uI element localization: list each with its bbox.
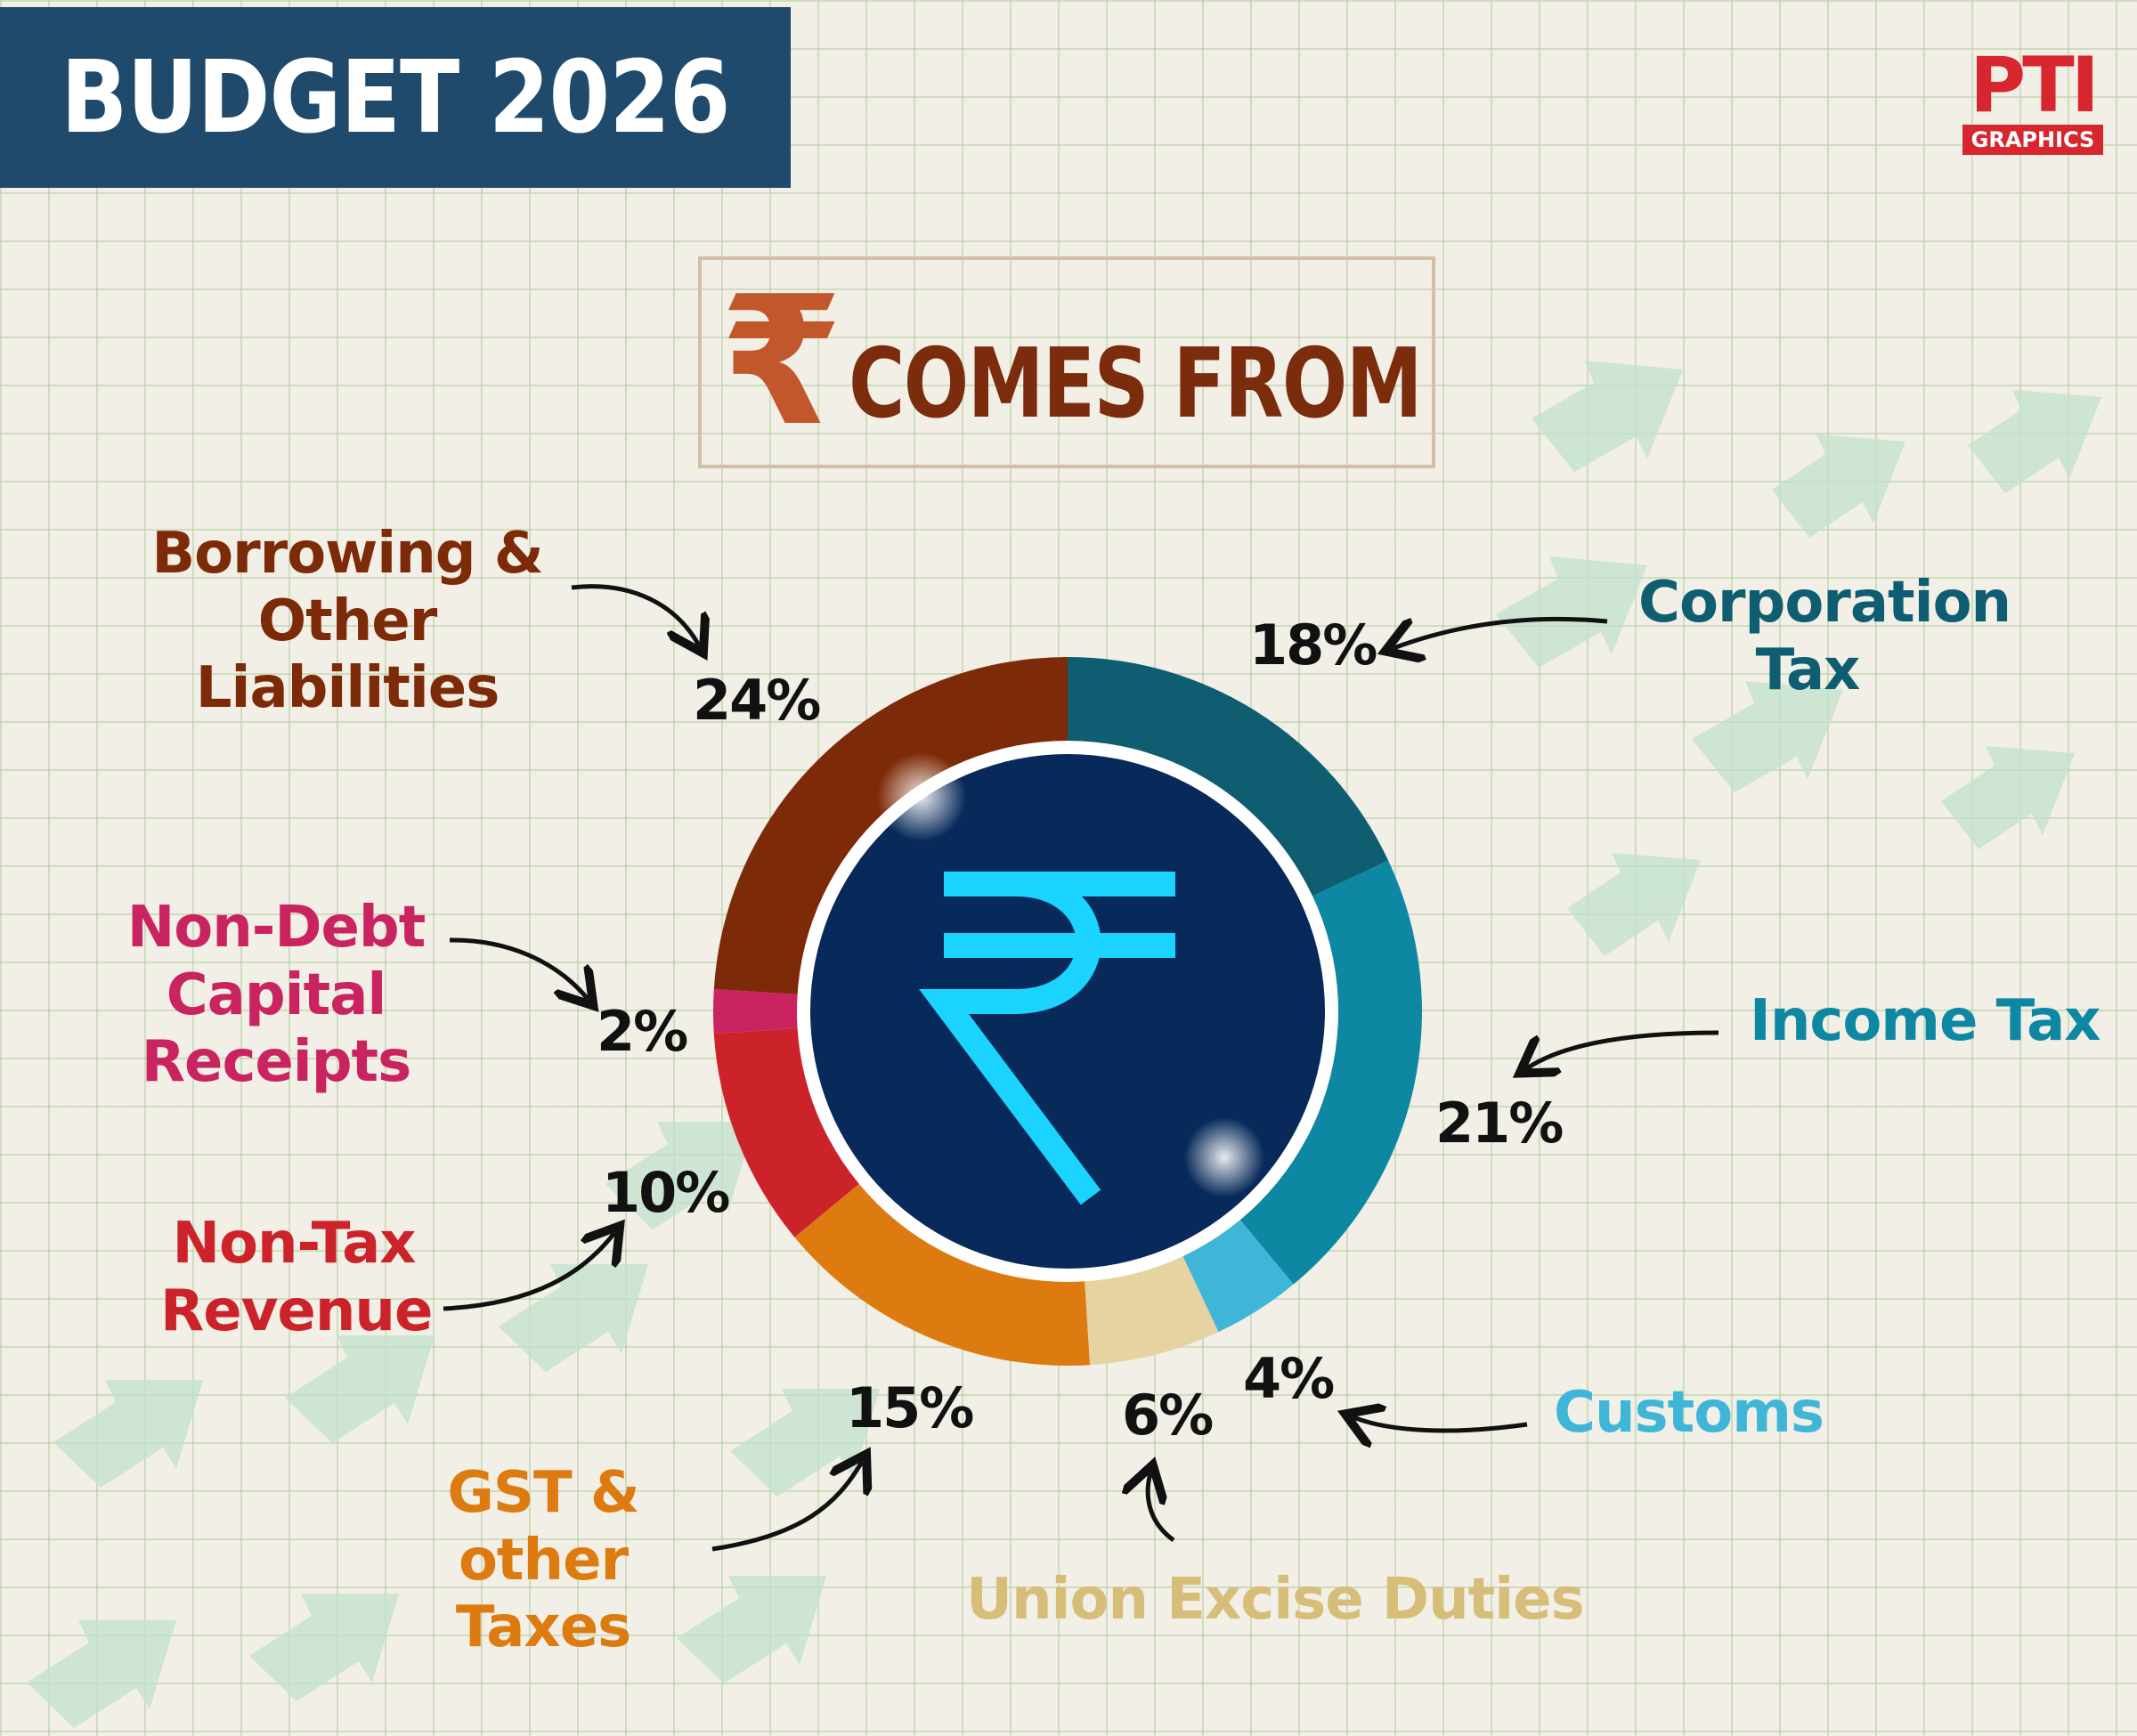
pct-income-tax: 21% <box>1435 1091 1562 1156</box>
label-non-debt: Non-Debt Capital Receipts <box>36 895 516 1097</box>
center-disc <box>810 754 1325 1269</box>
pct-non-tax: 10% <box>602 1160 728 1225</box>
arrow-corporation-tax <box>1394 619 1607 648</box>
label-union-excise: Union Excise Duties <box>966 1567 1584 1635</box>
label-non-tax: Non-Tax Revenue <box>160 1211 427 1345</box>
arrow-union-excise <box>1148 1473 1174 1540</box>
arrow-gst <box>712 1462 862 1549</box>
label-borrowing: Borrowing & Other Liabilities <box>107 521 588 723</box>
label-corporation-tax: Corporation Tax <box>1638 570 1977 704</box>
pct-customs: 4% <box>1243 1346 1333 1411</box>
glare-top <box>877 752 966 841</box>
label-income-tax: Income Tax <box>1750 988 2100 1056</box>
label-customs: Customs <box>1554 1380 1824 1448</box>
arrow-income-tax <box>1527 1033 1719 1068</box>
slice-non-debt-capital-receipts <box>713 989 801 1034</box>
label-gst: GST & other Taxes <box>356 1460 730 1662</box>
pct-gst: 15% <box>846 1375 972 1440</box>
pct-union-excise: 6% <box>1122 1383 1212 1448</box>
glare-bottom <box>1184 1117 1264 1197</box>
pct-borrowing: 24% <box>693 668 819 733</box>
arrow-borrowing <box>572 587 699 645</box>
arrow-non-tax <box>443 1233 614 1309</box>
arrow-customs <box>1353 1417 1527 1431</box>
pct-corporation-tax: 18% <box>1249 612 1376 677</box>
pct-non-debt: 2% <box>597 999 687 1064</box>
